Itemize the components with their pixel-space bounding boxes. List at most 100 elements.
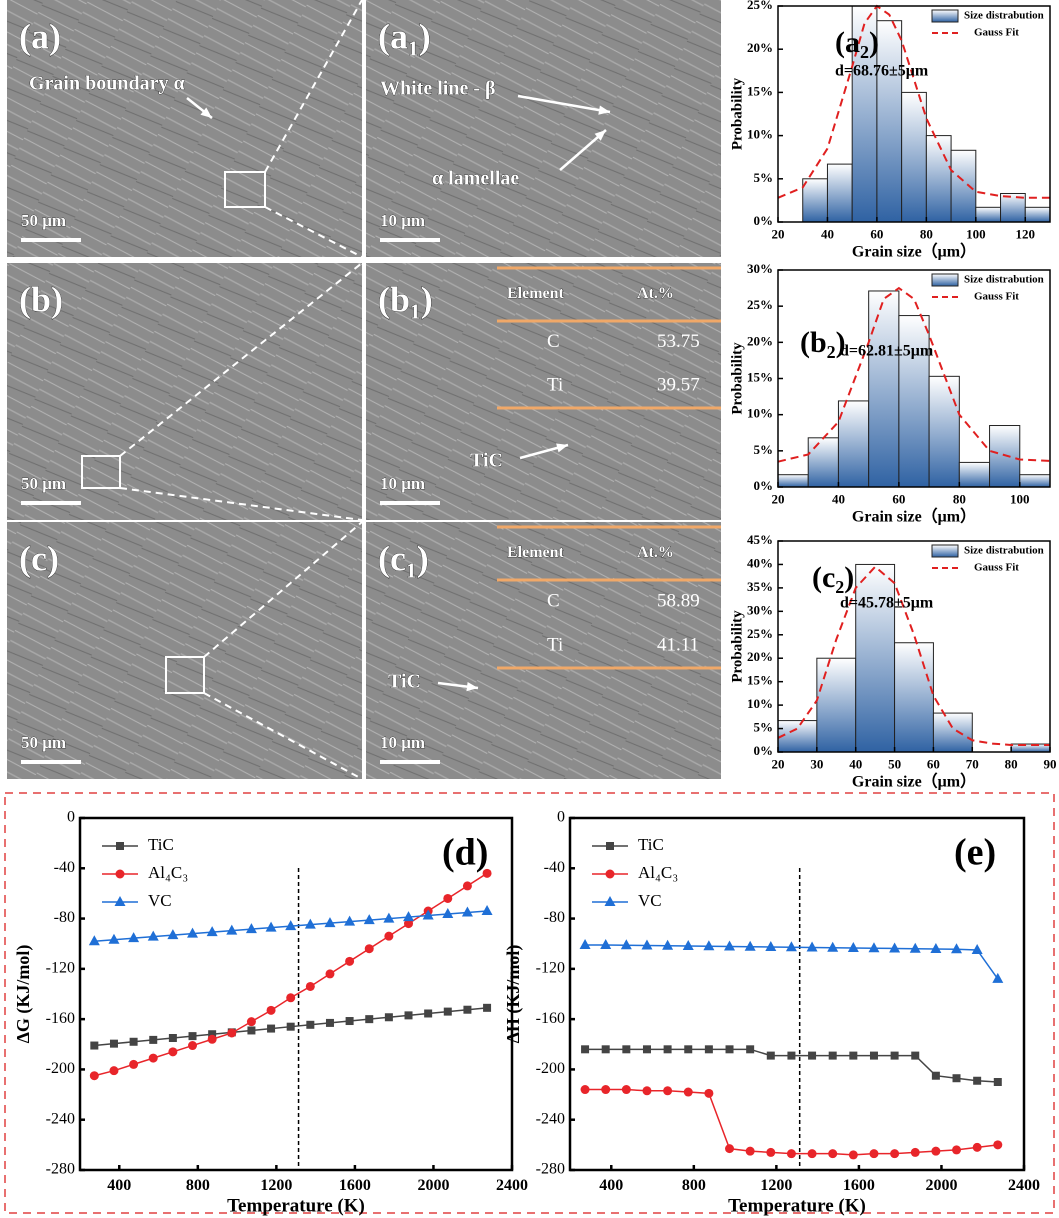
legend-swatch bbox=[932, 545, 958, 557]
x-tick-label: 80 bbox=[1005, 757, 1018, 772]
marker bbox=[90, 1071, 99, 1080]
x-tick-label: 90 bbox=[1044, 757, 1057, 772]
marker bbox=[849, 1052, 857, 1060]
marker bbox=[662, 940, 673, 950]
bar bbox=[951, 150, 976, 222]
marker bbox=[766, 1148, 775, 1157]
table-cell: 53.75 bbox=[657, 331, 700, 352]
marker bbox=[807, 941, 818, 951]
series-line bbox=[585, 1090, 998, 1155]
legend-label: Size distrabution bbox=[964, 10, 1044, 22]
y-tick-label: 15% bbox=[747, 673, 773, 688]
marker bbox=[725, 1144, 734, 1153]
marker bbox=[405, 1011, 413, 1019]
bar bbox=[803, 179, 828, 222]
bar bbox=[856, 564, 895, 752]
marker bbox=[606, 842, 614, 850]
y-tick-label: 45% bbox=[747, 532, 773, 547]
x-tick-label: 1200 bbox=[260, 1177, 292, 1194]
marker bbox=[869, 1149, 878, 1158]
marker bbox=[130, 1038, 138, 1046]
marker bbox=[891, 1052, 899, 1060]
annotation: TiC bbox=[470, 450, 503, 472]
marker bbox=[932, 1072, 940, 1080]
panel-label: (e) bbox=[954, 832, 996, 874]
annotation: White line - β bbox=[380, 78, 496, 100]
y-tick-label: 5% bbox=[754, 720, 774, 735]
marker bbox=[703, 940, 714, 950]
x-tick-label: 400 bbox=[599, 1177, 623, 1194]
marker bbox=[684, 1045, 692, 1053]
y-tick-label: 0% bbox=[754, 213, 774, 228]
x-tick-label: 800 bbox=[186, 1177, 210, 1194]
annotation: d=45.78±5μm bbox=[840, 595, 934, 612]
marker bbox=[345, 957, 354, 966]
bar bbox=[817, 658, 856, 752]
y-axis-label: Probability bbox=[729, 342, 745, 415]
y-tick-label: 40% bbox=[747, 555, 773, 570]
marker bbox=[808, 1149, 817, 1158]
bar bbox=[959, 462, 989, 487]
x-tick-label: 1600 bbox=[843, 1177, 875, 1194]
marker bbox=[828, 1149, 837, 1158]
x-tick-label: 60 bbox=[927, 757, 940, 772]
y-tick-label: -160 bbox=[536, 1010, 565, 1027]
marker bbox=[746, 1045, 754, 1053]
y-axis-label: ΔH (KJ/mol) bbox=[503, 945, 524, 1044]
marker bbox=[683, 940, 694, 950]
annotation: α lamellae bbox=[432, 168, 519, 190]
marker bbox=[642, 1086, 651, 1095]
y-tick-label: 25% bbox=[747, 626, 773, 641]
bar bbox=[827, 164, 852, 222]
marker bbox=[227, 1028, 236, 1037]
marker bbox=[911, 1052, 919, 1060]
panel-label: (b₂) bbox=[800, 326, 846, 359]
x-tick-label: 80 bbox=[920, 227, 933, 242]
marker bbox=[684, 1088, 693, 1097]
y-axis-label: Probability bbox=[729, 610, 745, 683]
marker bbox=[849, 1150, 858, 1159]
x-axis-label: Temperature (K) bbox=[227, 1196, 365, 1217]
annotation: TiC bbox=[388, 671, 421, 693]
legend-label: Gauss Fit bbox=[974, 562, 1019, 574]
y-tick-label: 30% bbox=[747, 261, 773, 276]
x-tick-label: 20 bbox=[772, 227, 785, 242]
bar bbox=[808, 438, 838, 487]
y-tick-label: -120 bbox=[536, 960, 565, 977]
legend-label: Al₄C₃ bbox=[148, 863, 188, 882]
table-header: Element bbox=[507, 544, 565, 561]
x-tick-label: 50 bbox=[888, 757, 901, 772]
x-tick-label: 30 bbox=[810, 757, 823, 772]
x-tick-label: 120 bbox=[1016, 227, 1036, 242]
y-tick-label: 10% bbox=[747, 406, 773, 421]
marker bbox=[116, 842, 124, 850]
marker bbox=[889, 942, 900, 952]
marker bbox=[704, 1089, 713, 1098]
marker bbox=[443, 894, 452, 903]
figure: (a)50 μmGrain boundary α(a₁)10 μmWhite l… bbox=[0, 0, 1059, 1218]
legend-label: VC bbox=[638, 891, 662, 910]
page: {"micrographs": [ {"label": "(a)", "anno… bbox=[0, 0, 1059, 1218]
x-tick-label: 2400 bbox=[496, 1177, 528, 1194]
marker bbox=[705, 1045, 713, 1053]
y-tick-label: 0% bbox=[754, 743, 774, 758]
y-tick-label: -80 bbox=[54, 909, 75, 926]
y-tick-label: 20% bbox=[747, 649, 773, 664]
bar bbox=[895, 643, 934, 752]
annotation: d=68.76±5μm bbox=[835, 63, 929, 80]
marker bbox=[787, 1052, 795, 1060]
marker bbox=[189, 1032, 197, 1040]
y-tick-label: -160 bbox=[46, 1010, 75, 1027]
scale-label: 10 μm bbox=[380, 474, 425, 493]
legend-label: Size distrabution bbox=[964, 274, 1044, 286]
bar bbox=[899, 316, 929, 487]
marker bbox=[827, 942, 838, 952]
legend-label: Size distrabution bbox=[964, 545, 1044, 557]
y-tick-label: -40 bbox=[54, 859, 75, 876]
table-cell: 39.57 bbox=[657, 375, 700, 396]
x-tick-label: 800 bbox=[682, 1177, 706, 1194]
bar bbox=[1020, 475, 1050, 487]
panel-label: (c₁) bbox=[378, 538, 429, 578]
bar bbox=[877, 21, 902, 222]
marker bbox=[993, 1140, 1002, 1149]
